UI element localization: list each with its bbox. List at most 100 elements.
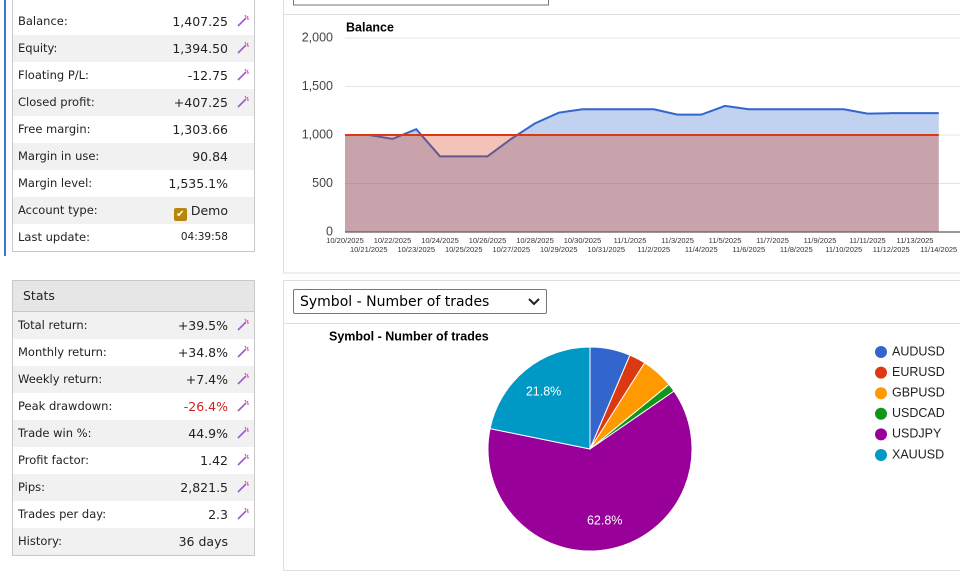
legend-swatch [875,407,887,420]
x-tick-label: 10/28/2025 [516,236,554,245]
legend-swatch [875,428,887,441]
table-row: Monthly return: +34.8% [13,339,254,366]
x-tick-label: 11/5/2025 [709,236,742,245]
x-tick-label: 11/14/2025 [920,245,957,254]
x-tick-label: 11/8/2025 [780,245,813,254]
row-label: Closed profit: [18,95,95,109]
legend-label: EURUSD [892,365,945,379]
x-tick-label: 11/2/2025 [637,245,670,254]
row-label: Weekly return: [18,372,103,386]
row-value: 1,394.50 [172,35,228,62]
table-row: Last update: 04:39:58 [13,224,254,251]
row-value-text: 1,535.1% [168,176,228,191]
row-label: Margin level: [18,176,93,190]
row-value: 90.84 [192,143,228,170]
row-value-text: 44.9% [188,426,228,441]
row-label: Peak drawdown: [18,399,113,413]
edit-icon[interactable] [236,453,250,467]
row-label: Pips: [18,480,46,494]
legend-label: USDJPY [892,427,942,441]
edit-icon[interactable] [236,68,250,82]
row-value: 44.9% [188,420,228,447]
x-tick-label: 10/31/2025 [587,245,625,254]
edit-icon[interactable] [236,41,250,55]
checkbox: ✔ [173,208,187,221]
x-tick-label: 11/10/2025 [825,245,862,254]
edit-icon[interactable] [236,399,250,413]
x-tick-label: 11/4/2025 [685,245,718,254]
edit-icon[interactable] [236,507,250,521]
x-tick-label: 10/25/2025 [445,245,483,254]
row-label: Trade win %: [18,426,92,440]
slice-label: 62.8% [587,513,622,527]
row-value-text: +7.4% [185,372,228,387]
row-value-text: -12.75 [187,68,228,83]
row-value-text: 04:39:58 [180,231,228,243]
x-tick-label: 10/21/2025 [350,245,388,254]
row-label: Total return: [18,318,88,332]
chart-title: Balance [346,20,394,34]
dropdown-arrow [528,298,540,306]
x-tick-label: 10/23/2025 [397,245,435,254]
row-value: ✔ Demo [173,197,228,224]
pie-slice [489,346,591,450]
edit-icon[interactable] [236,480,250,494]
x-tick-label: 10/29/2025 [540,245,578,254]
edit-icon[interactable] [236,14,250,28]
x-tick-label: 10/20/2025 [326,236,364,245]
row-value-text: 2.3 [208,507,228,522]
legend-swatch [875,366,887,379]
row-value: 2,821.5 [180,474,228,501]
row-value-text: +407.25 [173,95,228,110]
table-row: Trades per day: 2.3 [13,501,254,528]
row-value-text: 1,394.50 [172,41,228,56]
x-tick-label: 10/26/2025 [469,236,507,245]
chart-title: Symbol - Number of trades [329,329,489,343]
x-tick-label: 11/9/2025 [804,236,837,245]
row-value: +407.25 [174,89,228,116]
row-value-text: 2,821.5 [180,480,228,495]
y-tick-label: 1,500 [302,79,333,93]
row-value: +7.4% [186,366,228,393]
table-row: Pips: 2,821.5 [13,474,254,501]
line [345,104,939,158]
row-value: +34.8% [178,339,228,366]
row-label: Balance: [18,14,68,28]
row-label: Equity: [18,41,58,55]
table-row: Account type: ✔ Demo [13,197,254,224]
row-value: 2.3 [208,501,228,528]
row-value: 1,303.66 [172,116,228,143]
y-tick-label: 500 [312,176,333,190]
edit-icon[interactable] [236,95,250,109]
legend-label: XAUUSD [892,447,944,461]
row-value-text: +34.8% [177,345,228,360]
legend-label: USDCAD [892,406,945,420]
edit-icon[interactable] [236,372,250,386]
dropdown[interactable] [293,0,549,6]
edit-icon[interactable] [236,426,250,440]
area [345,135,939,232]
table-row: Floating P/L: -12.75 [13,62,254,89]
row-value: 1,407.25 [172,8,228,35]
table-row: Peak drawdown: -26.4% [13,393,254,420]
legend-label: AUDUSD [892,344,945,358]
slice-label: 21.8% [526,384,561,398]
table-row: Weekly return: +7.4% [13,366,254,393]
edit-icon[interactable] [236,345,250,359]
y-tick-label: 2,000 [302,30,333,44]
area [345,105,939,232]
x-tick-label: 10/27/2025 [492,245,530,254]
row-label: History: [18,534,62,548]
y-tick-label: 1,000 [302,127,333,141]
x-tick-label: 11/7/2025 [756,236,789,245]
y-tick-label: 0 [326,224,333,238]
row-value-text: 1,407.25 [172,14,228,29]
account-panel: Balance: 1,407.25 Equity: 1,394.50 Floating … [12,0,255,252]
row-value: 36 days [179,528,228,555]
dropdown[interactable]: Symbol - Number of trades [293,289,547,314]
row-value-text: 36 days [178,534,228,549]
row-value-text: -26.4% [183,399,228,414]
row-label: Margin in use: [18,149,100,163]
edit-icon[interactable] [236,318,250,332]
